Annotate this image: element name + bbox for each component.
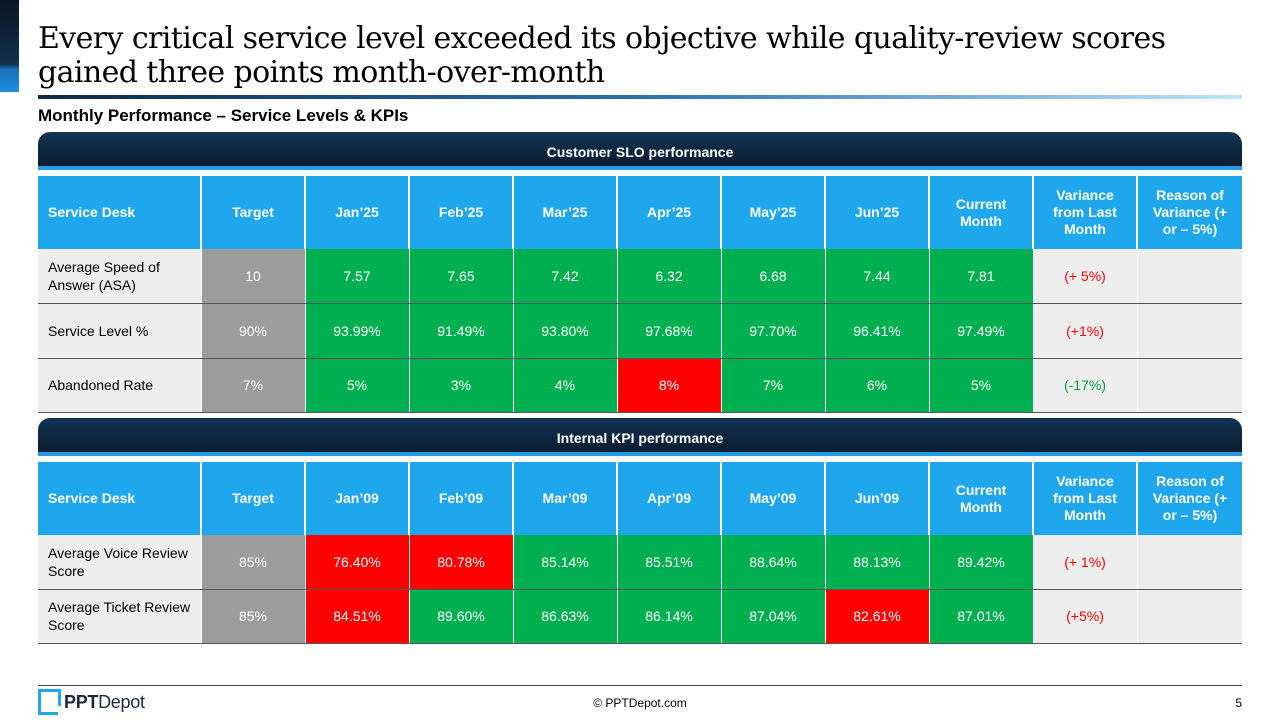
value-cell: 76.40%	[304, 535, 409, 590]
table-row: Average Speed of Answer (ASA) 10 7.57 7.65 7…	[38, 249, 1242, 304]
value-cell: 93.99%	[304, 303, 409, 359]
column-header: Mar’09	[512, 462, 617, 535]
row-label: Average Speed of Answer (ASA)	[38, 249, 201, 304]
value-cell: 7.81	[928, 249, 1033, 304]
column-header: Feb’09	[408, 462, 513, 535]
column-header: Reason of Variance (+ or – 5%)	[1136, 176, 1242, 249]
table-row: Service Level % 90% 93.99% 91.49% 93.80% 97.6…	[38, 303, 1242, 359]
reason-cell	[1136, 358, 1242, 413]
slo-header-row: Service Desk Target Jan’25 Feb’25 Mar’25 Apr’…	[38, 176, 1242, 249]
variance-cell: (+ 5%)	[1032, 249, 1137, 304]
column-header: Jan’25	[304, 176, 409, 249]
value-cell: 5%	[928, 358, 1033, 413]
column-header: Reason of Variance (+ or – 5%)	[1136, 462, 1242, 535]
footer-rule	[38, 685, 1242, 686]
value-cell: 87.04%	[720, 589, 825, 644]
value-cell: 6.68	[720, 249, 825, 304]
variance-cell: (-17%)	[1032, 358, 1137, 413]
slo-table: Service Desk Target Jan’25 Feb’25 Mar’25 Apr’…	[38, 176, 1242, 413]
value-cell: 6%	[824, 358, 929, 413]
slide-subtitle: Monthly Performance – Service Levels & K…	[38, 106, 409, 125]
value-cell: 7.44	[824, 249, 929, 304]
value-cell: 91.49%	[408, 303, 513, 359]
value-cell: 96.41%	[824, 303, 929, 359]
value-cell: 3%	[408, 358, 513, 413]
section-band-kpi: Internal KPI performance	[38, 418, 1242, 456]
value-cell: 88.13%	[824, 535, 929, 590]
section-band-slo: Customer SLO performance	[38, 132, 1242, 170]
value-cell: 89.42%	[928, 535, 1033, 590]
value-cell: 88.64%	[720, 535, 825, 590]
variance-cell: (+1%)	[1032, 303, 1137, 359]
value-cell: 85.51%	[616, 535, 721, 590]
value-cell: 8%	[616, 358, 721, 413]
column-header: Jan’09	[304, 462, 409, 535]
column-header: Variance from Last Month	[1032, 462, 1137, 535]
title-rule	[38, 95, 1242, 99]
reason-cell	[1136, 589, 1242, 644]
value-cell: 7.65	[408, 249, 513, 304]
table-row: Average Voice Review Score 85% 76.40% 80.78…	[38, 535, 1242, 590]
value-cell: 84.51%	[304, 589, 409, 644]
value-cell: 7.42	[512, 249, 617, 304]
column-header: Mar’25	[512, 176, 617, 249]
column-header: Target	[200, 176, 305, 249]
column-header: May’09	[720, 462, 825, 535]
value-cell: 93.80%	[512, 303, 617, 359]
value-cell: 97.68%	[616, 303, 721, 359]
logo-text: PPTDepot	[64, 691, 145, 712]
table-row: Abandoned Rate 7% 5% 3% 4% 8% 7% 6% 5% (-17%)	[38, 358, 1242, 413]
column-header: Apr’25	[616, 176, 721, 249]
target-cell: 85%	[200, 589, 305, 644]
reason-cell	[1136, 249, 1242, 304]
column-header: May’25	[720, 176, 825, 249]
value-cell: 7%	[720, 358, 825, 413]
column-header: Feb’25	[408, 176, 513, 249]
value-cell: 85.14%	[512, 535, 617, 590]
column-header: Apr’09	[616, 462, 721, 535]
value-cell: 86.63%	[512, 589, 617, 644]
value-cell: 97.49%	[928, 303, 1033, 359]
column-header: Current Month	[928, 176, 1033, 249]
reason-cell	[1136, 303, 1242, 359]
kpi-table: Service Desk Target Jan’09 Feb’09 Mar’09 Apr’…	[38, 462, 1242, 644]
target-cell: 90%	[200, 303, 305, 359]
value-cell: 6.32	[616, 249, 721, 304]
page-number: 5	[1235, 696, 1242, 710]
value-cell: 87.01%	[928, 589, 1033, 644]
pptdepot-logo: PPTDepot	[38, 689, 145, 715]
row-label: Average Ticket Review Score	[38, 589, 201, 644]
row-label: Service Level %	[38, 303, 201, 359]
column-header: Jun’09	[824, 462, 929, 535]
value-cell: 86.14%	[616, 589, 721, 644]
value-cell: 5%	[304, 358, 409, 413]
table-row: Average Ticket Review Score 85% 84.51% 89.6…	[38, 589, 1242, 644]
copyright: © PPTDepot.com	[593, 696, 687, 710]
variance-cell: (+ 1%)	[1032, 535, 1137, 590]
kpi-header-row: Service Desk Target Jan’09 Feb’09 Mar’09 Apr’…	[38, 462, 1242, 535]
value-cell: 80.78%	[408, 535, 513, 590]
row-label: Average Voice Review Score	[38, 535, 201, 590]
value-cell: 4%	[512, 358, 617, 413]
column-header: Jun’25	[824, 176, 929, 249]
target-cell: 10	[200, 249, 305, 304]
value-cell: 82.61%	[824, 589, 929, 644]
row-label: Abandoned Rate	[38, 358, 201, 413]
column-header: Target	[200, 462, 305, 535]
logo-mark-icon	[38, 689, 61, 715]
value-cell: 97.70%	[720, 303, 825, 359]
value-cell: 89.60%	[408, 589, 513, 644]
slide-title: Every critical service level exceeded it…	[38, 21, 1166, 90]
value-cell: 7.57	[304, 249, 409, 304]
column-header: Service Desk	[38, 462, 201, 535]
column-header: Service Desk	[38, 176, 201, 249]
target-cell: 7%	[200, 358, 305, 413]
target-cell: 85%	[200, 535, 305, 590]
column-header: Current Month	[928, 462, 1033, 535]
accent-bar	[0, 0, 19, 92]
reason-cell	[1136, 535, 1242, 590]
column-header: Variance from Last Month	[1032, 176, 1137, 249]
variance-cell: (+5%)	[1032, 589, 1137, 644]
